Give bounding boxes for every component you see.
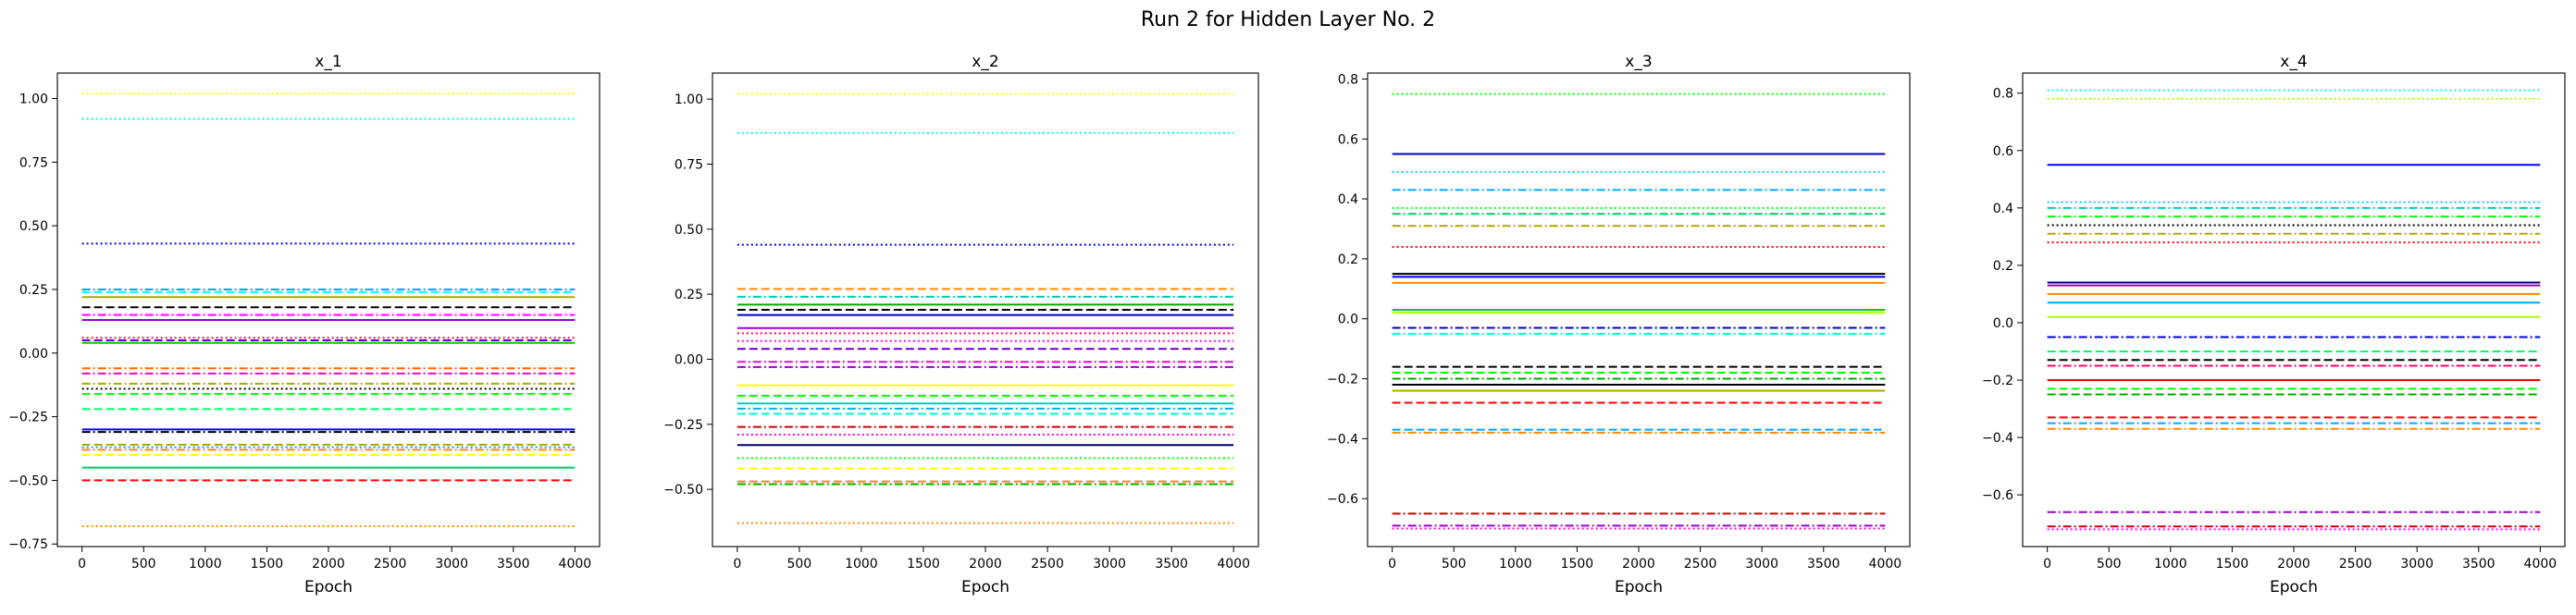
y-tick-label: 0.75	[19, 155, 48, 170]
x-tick-label: 2000	[969, 557, 1002, 572]
x-axis-label: Epoch	[961, 578, 1009, 597]
subplot-4: 0 500 1000 1500 2000 2500 3000 3500 4000 −0.6 −0.4…	[1982, 53, 2566, 597]
x-tick-label: 3000	[1745, 557, 1778, 572]
x-tick-label: 0	[78, 557, 86, 572]
subplot-3: 0 500 1000 1500 2000 2500 3000 3500 4000 −0.6 −0.4…	[1327, 53, 1911, 597]
y-tick-label: −0.50	[663, 483, 703, 498]
x-tick-label: 2000	[1622, 557, 1655, 572]
x-tick-label: 4000	[2524, 557, 2557, 572]
x-tick-label: 4000	[559, 557, 592, 572]
subplot-title: x_1	[315, 53, 341, 71]
y-tick-label: 0.4	[1338, 192, 1358, 207]
y-tick-label: 0.8	[1338, 72, 1358, 87]
y-tick-label: −0.6	[1327, 492, 1358, 507]
y-tick-label: −0.75	[8, 537, 48, 552]
x-axis-label: Epoch	[1615, 578, 1663, 597]
x-tick-label: 1500	[907, 557, 940, 572]
x-tick-label: 500	[1442, 557, 1467, 572]
x-tick-label: 0	[2043, 557, 2051, 572]
x-tick-label: 2500	[2339, 557, 2372, 572]
x-tick-label: 3500	[1155, 557, 1188, 572]
y-tick-label: 0.8	[1993, 87, 2013, 102]
y-tick-label: 0.25	[675, 288, 703, 302]
y-tick-label: 0.50	[675, 223, 703, 238]
x-tick-label: 1500	[251, 557, 284, 572]
y-tick-label: −0.4	[1327, 432, 1358, 447]
subplots: 0 500 1000 1500 2000 2500 3000 3500 4000 −0.75 −0.…	[8, 53, 2566, 597]
y-tick-label: 0.6	[1338, 132, 1358, 147]
x-tick-label: 2000	[2277, 557, 2310, 572]
y-tick-label: −0.25	[663, 418, 703, 433]
x-tick-label: 2500	[374, 557, 407, 572]
subplot-2: 0 500 1000 1500 2000 2500 3000 3500 4000 −0.50 −0.…	[663, 53, 1259, 597]
y-tick-label: −0.25	[8, 411, 48, 425]
y-tick-label: 0.2	[1338, 252, 1358, 267]
y-tick-label: 0.6	[1993, 144, 2013, 159]
subplot-title: x_2	[972, 53, 998, 71]
y-tick-label: −0.50	[8, 474, 48, 488]
x-axis-label: Epoch	[304, 578, 353, 597]
y-tick-label: −0.4	[1982, 431, 2013, 446]
x-tick-label: 3000	[2400, 557, 2434, 572]
x-tick-label: 3500	[1807, 557, 1840, 572]
y-tick-label: −0.2	[1982, 374, 2013, 388]
y-tick-label: 0.75	[675, 157, 703, 172]
x-tick-label: 1000	[2154, 557, 2187, 572]
x-tick-label: 1500	[1561, 557, 1594, 572]
x-tick-label: 4000	[1217, 557, 1250, 572]
y-tick-label: 0.25	[19, 283, 48, 298]
y-tick-label: 1.00	[675, 92, 703, 107]
x-tick-label: 3000	[1093, 557, 1126, 572]
x-tick-label: 500	[131, 557, 156, 572]
y-tick-label: 0.4	[1993, 202, 2013, 216]
x-axis-label: Epoch	[2270, 578, 2318, 597]
x-tick-label: 2000	[312, 557, 345, 572]
y-tick-label: 0.2	[1993, 259, 2013, 274]
y-tick-label: 0.00	[675, 352, 703, 367]
x-tick-label: 3500	[2462, 557, 2496, 572]
y-tick-label: 1.00	[19, 92, 48, 107]
x-tick-label: 1000	[1499, 557, 1532, 572]
y-tick-label: 0.50	[19, 219, 48, 234]
x-tick-label: 3500	[497, 557, 530, 572]
x-tick-label: 1000	[845, 557, 878, 572]
x-tick-label: 0	[733, 557, 741, 572]
x-tick-label: 2500	[1031, 557, 1064, 572]
y-tick-label: 0.0	[1338, 313, 1358, 327]
axes-frame	[2022, 72, 2566, 547]
x-tick-label: 3000	[435, 557, 468, 572]
subplot-1: 0 500 1000 1500 2000 2500 3000 3500 4000 −0.75 −0.…	[8, 53, 601, 597]
y-tick-label: −0.6	[1982, 488, 2013, 503]
subplot-title: x_3	[1625, 53, 1652, 71]
y-tick-label: 0.00	[19, 347, 48, 362]
x-tick-label: 500	[2097, 557, 2122, 572]
x-tick-label: 2500	[1684, 557, 1717, 572]
subplot-title: x_4	[2280, 53, 2307, 71]
axes-frame	[56, 72, 601, 547]
x-tick-label: 1000	[189, 557, 222, 572]
x-tick-label: 500	[786, 557, 811, 572]
x-tick-label: 0	[1388, 557, 1396, 572]
x-tick-label: 4000	[1869, 557, 1902, 572]
y-tick-label: −0.2	[1327, 373, 1358, 387]
y-tick-label: 0.0	[1993, 316, 2013, 331]
x-tick-label: 1500	[2216, 557, 2249, 572]
figure-title: Run 2 for Hidden Layer No. 2	[1141, 8, 1435, 31]
